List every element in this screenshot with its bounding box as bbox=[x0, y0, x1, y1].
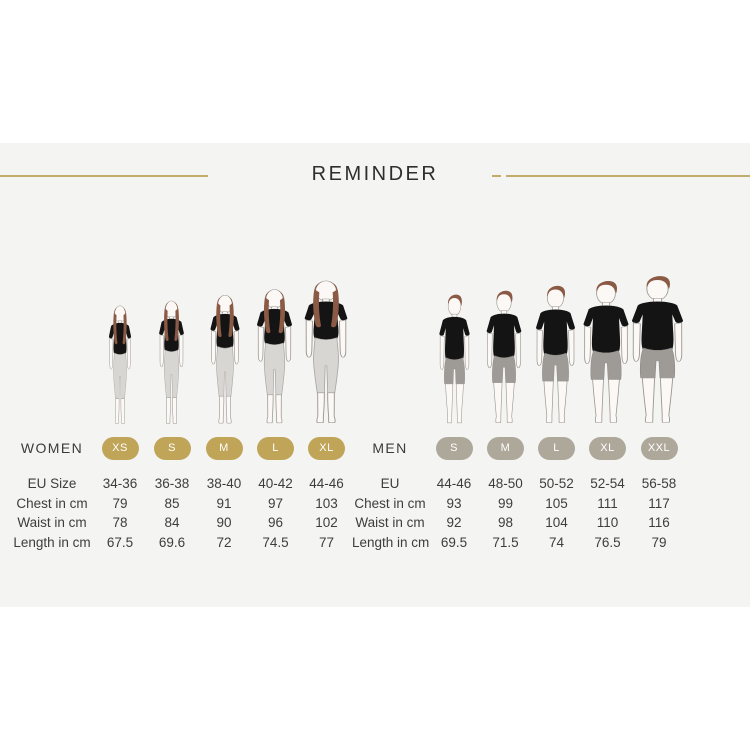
man-figure-xxl bbox=[631, 275, 684, 423]
table-cell: 48-50 bbox=[488, 476, 523, 492]
table-cell: 76.5 bbox=[594, 535, 621, 551]
men-size-pill-s: S bbox=[435, 436, 473, 460]
table-cell: 103 bbox=[315, 495, 338, 511]
row-label: Waist in cm bbox=[355, 515, 425, 531]
table-cell: 74 bbox=[548, 535, 565, 551]
table-cell: 91 bbox=[216, 495, 232, 511]
row-label: Chest in cm bbox=[16, 495, 88, 511]
men-size-pill-xxl: XXL bbox=[640, 436, 678, 460]
table-cell: 78 bbox=[112, 515, 128, 531]
table-cell: 93 bbox=[446, 495, 462, 511]
table-cell: 85 bbox=[164, 495, 180, 511]
men-measurements-table: EU 44-46 48-50 50-52 52-54 56-58 Chest i… bbox=[352, 474, 685, 552]
table-row: Length in cm 69.5 71.5 74 76.5 79 bbox=[352, 533, 685, 553]
women-size-bar: WOMEN XS S M L XL bbox=[10, 436, 352, 460]
title-divider-right-dash bbox=[492, 175, 501, 177]
page-title: REMINDER bbox=[311, 163, 439, 185]
row-label: Waist in cm bbox=[17, 515, 87, 531]
table-row: Waist in cm 92 98 104 110 116 bbox=[352, 513, 685, 533]
table-cell: 71.5 bbox=[492, 535, 519, 551]
row-label: Chest in cm bbox=[354, 495, 426, 511]
table-cell: 44-46 bbox=[309, 476, 344, 492]
women-label: WOMEN bbox=[20, 440, 84, 456]
woman-figure-l bbox=[256, 289, 293, 424]
table-cell: 69.5 bbox=[440, 535, 468, 551]
table-cell: 79 bbox=[651, 535, 667, 551]
table-cell: 111 bbox=[597, 495, 618, 511]
women-size-pill-s: S bbox=[153, 436, 191, 460]
table-cell: 104 bbox=[545, 515, 568, 531]
table-cell: 77 bbox=[318, 535, 335, 551]
men-size-pill-m: M bbox=[487, 436, 524, 460]
women-size-pill-xs: XS bbox=[101, 436, 139, 460]
table-row: Chest in cm 79 85 91 97 103 bbox=[10, 494, 352, 514]
table-row: EU 44-46 48-50 50-52 52-54 56-58 bbox=[352, 474, 685, 494]
table-cell: 69.6 bbox=[158, 535, 186, 551]
table-cell: 105 bbox=[545, 495, 568, 511]
table-cell: 90 bbox=[216, 515, 232, 531]
women-size-pill-m: M bbox=[205, 436, 243, 460]
row-label: Length in cm bbox=[352, 535, 430, 551]
table-row: EU Size 34-36 36-38 38-40 40-42 44-46 bbox=[10, 474, 352, 494]
table-cell: 40-42 bbox=[258, 476, 293, 492]
table-cell: 44-46 bbox=[436, 476, 472, 492]
table-cell: 50-52 bbox=[539, 476, 574, 492]
row-label: EU bbox=[380, 476, 400, 492]
row-label: EU Size bbox=[27, 476, 77, 492]
table-cell: 67.5 bbox=[106, 535, 134, 551]
women-size-pill-xl: XL bbox=[308, 436, 345, 460]
table-cell: 84 bbox=[164, 515, 180, 531]
title-divider-right bbox=[506, 175, 750, 177]
table-cell: 56-58 bbox=[641, 476, 677, 492]
table-cell: 36-38 bbox=[154, 476, 190, 492]
table-cell: 98 bbox=[497, 515, 514, 531]
women-measurements-table: EU Size 34-36 36-38 38-40 40-42 44-46 Ch… bbox=[10, 474, 352, 552]
man-figure-m bbox=[486, 290, 522, 424]
table-cell: 99 bbox=[497, 495, 514, 511]
men-size-bar: MEN S M L XL XXL bbox=[352, 436, 685, 460]
women-size-pill-l: L bbox=[257, 436, 294, 460]
men-label: MEN bbox=[372, 440, 408, 456]
table-cell: 117 bbox=[648, 495, 670, 511]
man-figure-l bbox=[535, 285, 576, 423]
row-label: Length in cm bbox=[13, 535, 91, 551]
title-divider-left bbox=[0, 175, 208, 177]
table-cell: 52-54 bbox=[590, 476, 625, 492]
table-cell: 79 bbox=[112, 495, 128, 511]
table-cell: 110 bbox=[596, 515, 619, 531]
woman-figure-m bbox=[210, 294, 240, 424]
table-cell: 34-36 bbox=[102, 476, 138, 492]
table-cell: 72 bbox=[216, 535, 232, 551]
woman-figure-xs bbox=[108, 305, 132, 424]
men-size-pill-l: L bbox=[538, 436, 575, 460]
table-cell: 92 bbox=[446, 515, 462, 531]
table-cell: 97 bbox=[267, 495, 284, 511]
table-row: Waist in cm 78 84 90 96 102 bbox=[10, 513, 352, 533]
men-size-pill-xl: XL bbox=[589, 436, 626, 460]
table-cell: 38-40 bbox=[206, 476, 242, 492]
man-figure-s bbox=[439, 294, 470, 424]
woman-figure-xl bbox=[304, 280, 348, 424]
man-figure-xl bbox=[583, 280, 629, 423]
woman-figure-s bbox=[158, 300, 185, 424]
table-row: Chest in cm 93 99 105 111 117 bbox=[352, 494, 685, 514]
table-cell: 116 bbox=[648, 515, 670, 531]
table-cell: 74.5 bbox=[262, 535, 289, 551]
table-row: Length in cm 67.5 69.6 72 74.5 77 bbox=[10, 533, 352, 553]
table-cell: 102 bbox=[315, 515, 338, 531]
table-cell: 96 bbox=[267, 515, 284, 531]
